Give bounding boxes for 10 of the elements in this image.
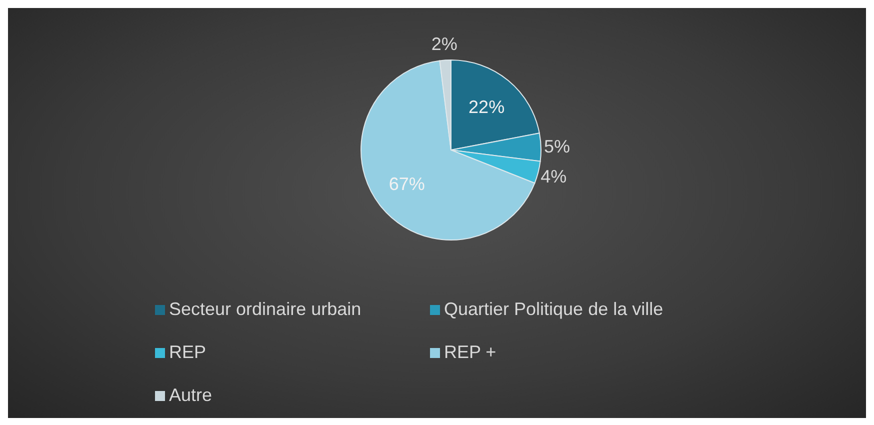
data-label: 4% xyxy=(540,166,567,186)
data-label: 2% xyxy=(431,34,458,54)
data-label: 67% xyxy=(388,174,425,194)
legend-label: Autre xyxy=(169,385,212,406)
legend-label: REP + xyxy=(444,342,496,363)
data-label: 5% xyxy=(544,136,570,157)
legend-label: Quartier Politique de la ville xyxy=(444,299,664,320)
legend-label: Secteur ordinaire urbain xyxy=(169,299,362,320)
data-label: 22% xyxy=(468,97,505,118)
legend-label: REP xyxy=(169,342,206,363)
